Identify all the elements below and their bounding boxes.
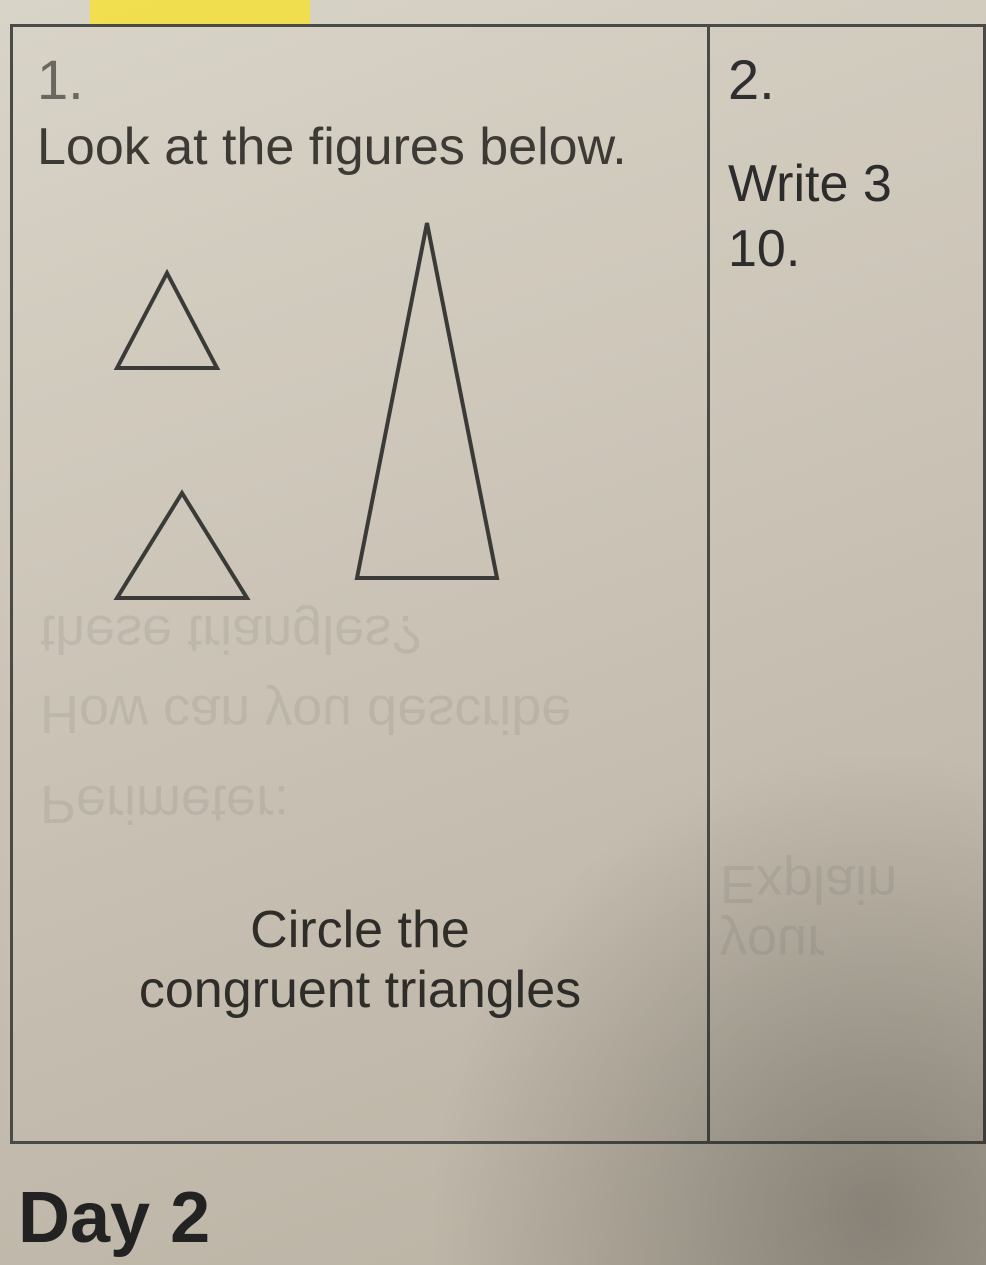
triangle-small-top — [57, 248, 277, 398]
problem-2-line1: Write 3 — [728, 155, 892, 213]
problem-2-line2: 10. — [728, 220, 800, 278]
problem-grid: 1. Look at the figures below. Circle the… — [10, 24, 986, 1144]
triangle-small-bottom — [67, 468, 297, 628]
problem-cell-1: 1. Look at the figures below. Circle the… — [10, 24, 710, 1144]
problem-1-prompt-bottom: Circle the congruent triangles — [13, 901, 707, 1021]
triangle-tall — [317, 218, 537, 598]
prompt-bottom-line2: congruent triangles — [139, 961, 581, 1019]
header-highlight — [90, 0, 310, 26]
problem-number-1: 1. — [37, 47, 683, 112]
worksheet-page: How can you describe these triangles? Pe… — [0, 0, 986, 1265]
problem-cell-2: 2. Write 3 10. — [710, 24, 986, 1144]
prompt-bottom-line1: Circle the — [250, 901, 470, 959]
problem-number-2: 2. — [728, 47, 965, 112]
problem-2-text: Write 3 10. — [728, 152, 965, 282]
problem-1-prompt-top: Look at the figures below. — [37, 118, 683, 178]
triangle-figures — [37, 218, 683, 678]
day-label: Day 2 — [18, 1177, 210, 1259]
